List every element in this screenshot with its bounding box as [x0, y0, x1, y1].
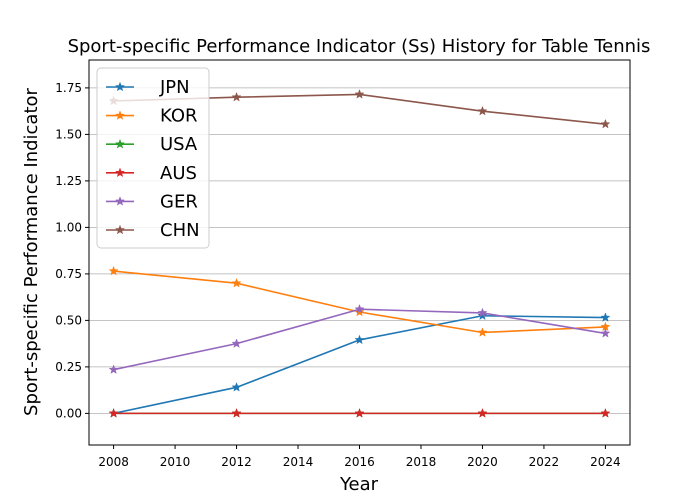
x-tick-label: 2016: [344, 455, 375, 469]
x-tick-label: 2012: [221, 455, 252, 469]
series-kor: [108, 265, 611, 337]
data-point: [477, 307, 488, 318]
data-point: [108, 265, 119, 276]
legend-label: USA: [160, 134, 198, 155]
data-point: [600, 118, 611, 129]
legend-item: JPN: [106, 77, 190, 98]
data-point: [231, 91, 242, 102]
data-point: [354, 334, 365, 345]
legend: JPN KOR USA AUS GER CHN: [96, 67, 210, 249]
data-point: [477, 408, 488, 418]
legend-item: CHN: [106, 220, 200, 241]
y-tick-label: 0.75: [55, 267, 82, 281]
x-axis: 2008 2010 2012 2014 2016 2018 2020 2022 2024: [98, 445, 621, 469]
x-tick-label: 2020: [467, 455, 498, 469]
legend-label: AUS: [160, 163, 197, 184]
legend-label: GER: [160, 191, 198, 212]
data-point: [600, 328, 611, 338]
x-axis-label: Year: [339, 474, 379, 495]
y-axis: 0.00 0.25 0.50 0.75 1.00 1.25 1.50 1.75: [55, 81, 89, 420]
y-tick-label: 1.75: [55, 81, 82, 95]
y-tick-label: 0.00: [55, 406, 82, 420]
data-point: [108, 408, 119, 418]
data-point: [108, 364, 119, 374]
data-point: [600, 312, 611, 322]
data-point: [231, 277, 242, 288]
data-point: [354, 408, 365, 418]
legend-marker: [114, 196, 126, 206]
legend-marker: [114, 167, 126, 178]
legend-item: USA: [106, 134, 198, 155]
legend-label: KOR: [160, 106, 198, 127]
data-point: [231, 382, 242, 392]
data-point: [354, 89, 365, 99]
data-point: [231, 338, 242, 348]
y-tick-label: 0.25: [55, 360, 82, 374]
legend-item: KOR: [106, 106, 198, 127]
data-point: [477, 327, 488, 337]
y-tick-label: 0.50: [55, 313, 82, 327]
x-tick-label: 2014: [283, 455, 314, 469]
series-aus: [108, 408, 611, 418]
legend-marker: [114, 110, 126, 120]
x-tick-label: 2010: [160, 455, 191, 469]
data-point: [477, 105, 488, 116]
x-tick-label: 2008: [98, 455, 129, 469]
legend-label: CHN: [160, 220, 200, 241]
legend-marker: [114, 81, 126, 92]
y-axis-label: Sport-specific Performance Indicator: [21, 87, 42, 415]
y-tick-label: 1.25: [55, 174, 82, 188]
legend-item: GER: [106, 191, 198, 212]
x-tick-label: 2024: [590, 455, 621, 469]
legend-item: AUS: [106, 163, 197, 184]
legend-box: [96, 67, 210, 249]
y-tick-label: 1.00: [55, 220, 82, 234]
y-tick-label: 1.50: [55, 127, 82, 141]
chart-title: Sport-specific Performance Indicator (Ss…: [68, 36, 651, 57]
x-tick-label: 2022: [529, 455, 560, 469]
data-point: [354, 303, 365, 314]
series-ger: [108, 303, 611, 374]
legend-marker: [114, 138, 126, 149]
legend-marker: [114, 224, 126, 235]
data-point: [600, 408, 611, 418]
data-point: [231, 408, 242, 418]
x-tick-label: 2018: [406, 455, 437, 469]
legend-label: JPN: [159, 77, 190, 98]
